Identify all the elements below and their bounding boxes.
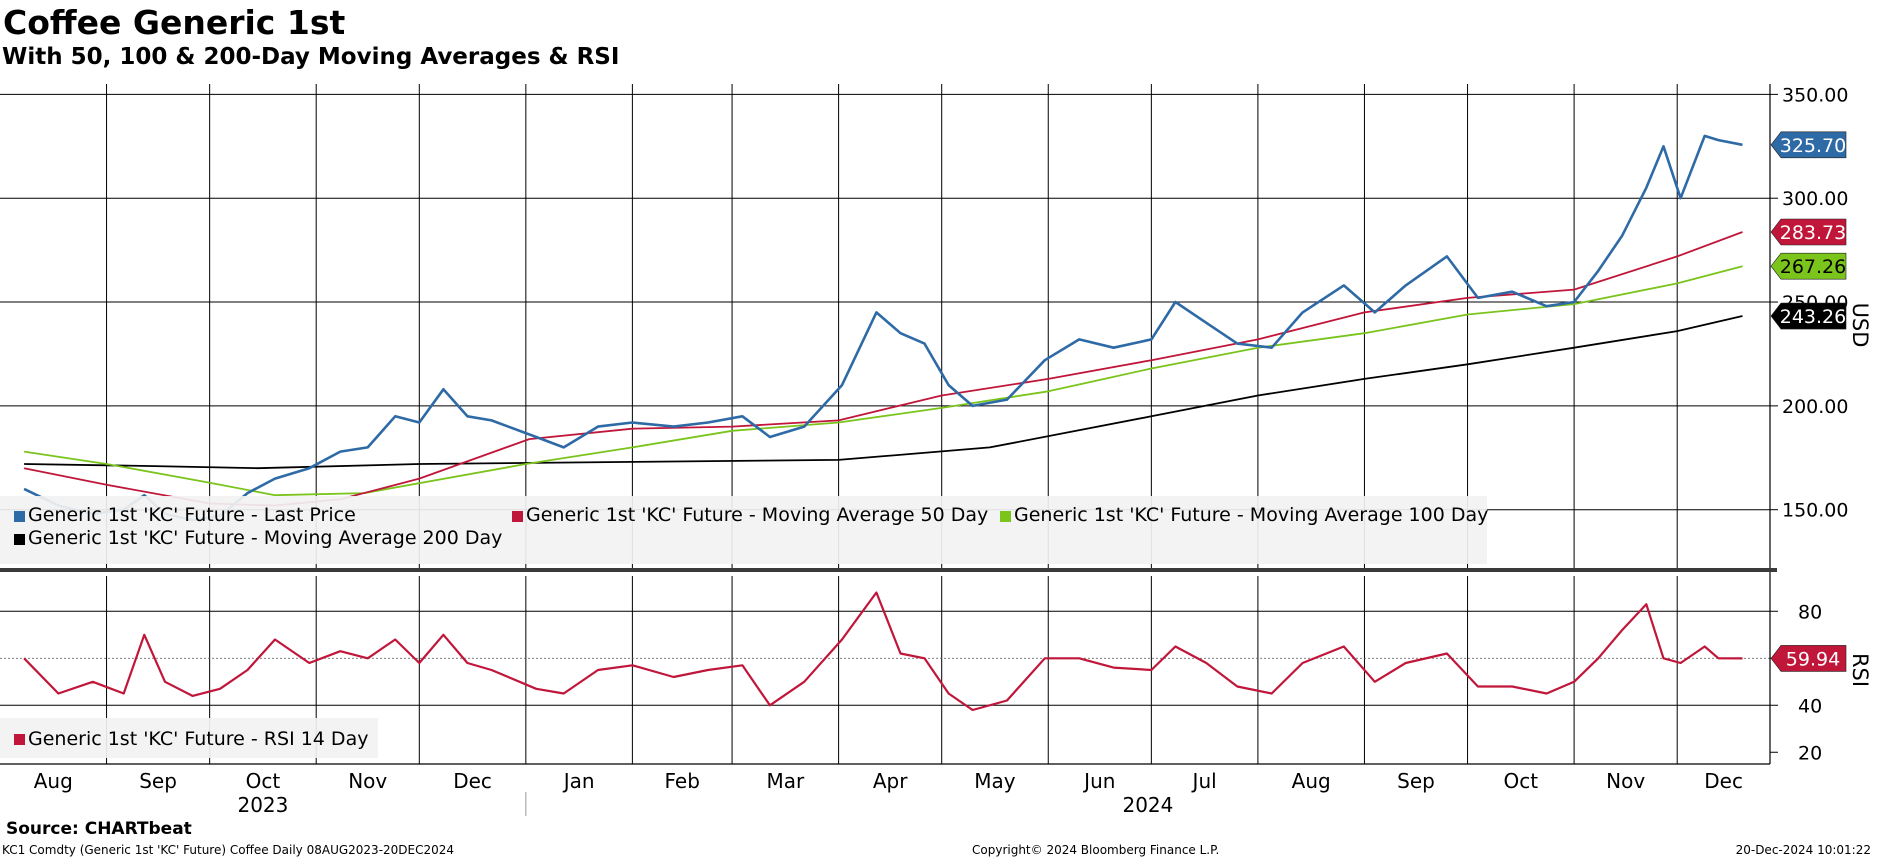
ma50-flag [1770, 218, 1847, 246]
price-legend-box [0, 496, 1487, 564]
legend-ma200-swatch [14, 534, 25, 545]
grid-layer [0, 84, 1770, 764]
rsi-flag-label: 59.94 [1786, 648, 1840, 670]
legend-ma100-swatch [1000, 511, 1011, 522]
ma100-line [23, 265, 1743, 497]
x-month-label: May [974, 769, 1016, 793]
x-month-label: Aug [1292, 769, 1331, 793]
legend-layer: Generic 1st 'KC' Future - Last Price Gene… [0, 496, 1488, 758]
x-year-label: 2023 [237, 793, 288, 817]
x-month-label: Feb [665, 769, 700, 793]
ma200-flag [1770, 302, 1847, 330]
price-ytick-label: 300.00 [1782, 188, 1848, 210]
security-description: KC1 Comdty (Generic 1st 'KC' Future) Cof… [2, 843, 455, 857]
rsi-ylabel: RSI [1848, 653, 1872, 687]
x-month-label: Apr [873, 769, 908, 793]
price-ytick-label: 350.00 [1782, 84, 1848, 106]
legend-last-price-text: Generic 1st 'KC' Future - Last Price [28, 504, 356, 526]
last-price-flag [1770, 131, 1847, 159]
x-month-label: Nov [348, 769, 387, 793]
x-month-label: Oct [1504, 769, 1539, 793]
rsi-ytick-label: 40 [1798, 695, 1822, 717]
x-month-label: Jan [562, 769, 595, 793]
ma200-flag-label: 243.26 [1780, 306, 1846, 328]
ma100-flag-label: 267.26 [1780, 256, 1846, 278]
chart-subtitle: With 50, 100 & 200-Day Moving Averages &… [2, 44, 620, 70]
ma50-line [23, 231, 1743, 507]
price-ytick-label: 150.00 [1782, 500, 1848, 522]
legend-rsi-swatch [14, 734, 25, 745]
copyright-notice: Copyright© 2024 Bloomberg Finance L.P. [972, 843, 1220, 857]
last-price-line [23, 134, 1743, 522]
chart-title: Coffee Generic 1st [3, 3, 346, 42]
legend-ma100-text: Generic 1st 'KC' Future - Moving Average… [1014, 504, 1488, 526]
legend-rsi-text: Generic 1st 'KC' Future - RSI 14 Day [28, 728, 368, 750]
ma200-line [24, 315, 1743, 470]
rsi-legend-box [0, 718, 378, 758]
rsi-ytick-label: 20 [1798, 742, 1822, 764]
rsi-14-line [23, 591, 1743, 712]
timestamp: 20-Dec-2024 10:01:22 [1735, 843, 1871, 857]
series-layer [23, 134, 1743, 712]
rsi-flag [1770, 645, 1847, 672]
price-ylabel: USD [1848, 303, 1872, 348]
x-month-label: Sep [139, 769, 177, 793]
x-month-label: Sep [1397, 769, 1435, 793]
x-month-label: Mar [766, 769, 805, 793]
rsi-ytick-label: 80 [1798, 601, 1822, 623]
source-label: Source: CHARTbeat [6, 819, 192, 839]
x-month-label: Jun [1082, 769, 1115, 793]
x-month-label: Aug [34, 769, 73, 793]
x-month-label: Dec [1704, 769, 1743, 793]
x-month-label: Dec [453, 769, 492, 793]
x-month-label: Jul [1191, 769, 1217, 793]
legend-ma50-text: Generic 1st 'KC' Future - Moving Average… [526, 504, 988, 526]
x-year-label: 2024 [1122, 793, 1173, 817]
x-month-label: Nov [1606, 769, 1645, 793]
legend-last-price-swatch [14, 511, 25, 522]
axis-layer: 150.00200.00250.00300.00350.002040608032… [0, 84, 1872, 817]
legend-ma50-swatch [512, 511, 523, 522]
ma50-flag-label: 283.73 [1780, 222, 1846, 244]
legend-ma200-text: Generic 1st 'KC' Future - Moving Average… [28, 527, 502, 549]
ma100-flag [1770, 252, 1847, 280]
price-ytick-label: 200.00 [1782, 396, 1848, 418]
last-price-flag-label: 325.70 [1780, 135, 1846, 157]
x-month-label: Oct [246, 769, 281, 793]
